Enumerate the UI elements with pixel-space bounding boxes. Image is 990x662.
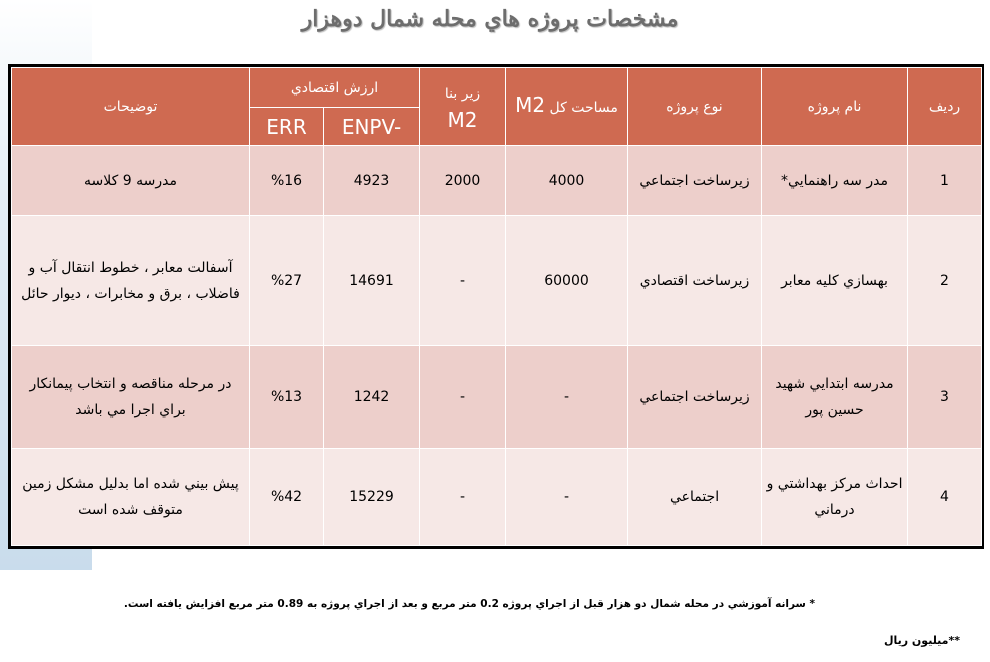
- cell-project-name: احداث مرکز بهداشتي و درماني: [761, 447, 909, 547]
- projects-table: توضيحات ارزش اقتصادي زير بنا M2 M2 مساحت…: [11, 67, 983, 547]
- table-row: در مرحله مناقصه و انتخاب پيمانکار براي ا…: [11, 345, 983, 449]
- cell-err: %42: [249, 447, 324, 547]
- cell-total-area: 60000: [505, 215, 629, 347]
- page-title: مشخصات پروژه هاي محله شمال دوهزار: [301, 6, 679, 32]
- cell-project-type: اجتماعي: [627, 447, 763, 547]
- cell-row-number: 3: [907, 345, 983, 449]
- header-enpv: ENPV-: [322, 107, 421, 146]
- footnote-education-per-capita: * سرانه آموزشي در محله شمال دو هزار قبل …: [123, 598, 815, 610]
- cell-built-area: -: [419, 215, 507, 347]
- cell-description: پيش بيني شده اما بدليل مشکل زمين متوقف ش…: [11, 447, 250, 547]
- cell-description: آسفالت معابر ، خطوط انتقال آب و فاضلاب ،…: [11, 215, 250, 347]
- header-row-number: رديف: [907, 67, 983, 146]
- header-err: ERR: [249, 107, 324, 146]
- cell-enpv: 15229: [322, 447, 421, 547]
- header-total-area-label: مساحت کل: [549, 100, 618, 116]
- cell-description: در مرحله مناقصه و انتخاب پيمانکار براي ا…: [11, 345, 250, 449]
- cell-row-number: 1: [907, 144, 983, 217]
- cell-err: %16: [249, 144, 324, 217]
- cell-built-area: -: [419, 345, 507, 449]
- table-row: مدرسه 9 کلاسه %16 4923 2000 4000 زيرساخت…: [11, 144, 983, 217]
- cell-total-area: -: [505, 447, 629, 547]
- cell-err: %13: [249, 345, 324, 449]
- header-total-area-unit: M2: [515, 93, 546, 117]
- cell-project-type: زيرساخت اجتماعي: [627, 345, 763, 449]
- header-built-area: زير بنا M2: [419, 67, 507, 146]
- projects-table-frame: توضيحات ارزش اقتصادي زير بنا M2 M2 مساحت…: [8, 64, 984, 549]
- cell-project-type: زيرساخت اقتصادي: [627, 215, 763, 347]
- cell-enpv: 14691: [322, 215, 421, 347]
- table-row: پيش بيني شده اما بدليل مشکل زمين متوقف ش…: [11, 447, 983, 547]
- cell-total-area: -: [505, 345, 629, 449]
- cell-project-name: مدر سه راهنمايي*: [761, 144, 909, 217]
- header-project-type: نوع پروژه: [627, 67, 763, 146]
- table-row: آسفالت معابر ، خطوط انتقال آب و فاضلاب ،…: [11, 215, 983, 347]
- cell-project-name: بهسازي کليه معابر: [761, 215, 909, 347]
- header-economic-value: ارزش اقتصادي: [248, 67, 421, 108]
- footnote-million-rial: **ميليون ريال: [883, 634, 960, 647]
- cell-enpv: 4923: [322, 144, 421, 217]
- cell-row-number: 4: [907, 447, 983, 547]
- cell-built-area: 2000: [419, 144, 507, 217]
- cell-total-area: 4000: [505, 144, 629, 217]
- cell-description: مدرسه 9 کلاسه: [11, 144, 250, 217]
- header-built-area-unit: M2: [447, 107, 478, 132]
- cell-row-number: 2: [907, 215, 983, 347]
- header-description: توضيحات: [11, 67, 250, 146]
- cell-project-name: مدرسه ابتدايي شهيد حسين پور: [761, 345, 909, 449]
- header-project-name: نام پروژه: [761, 67, 909, 146]
- cell-err: %27: [249, 215, 324, 347]
- header-total-area: M2 مساحت کل: [505, 67, 629, 146]
- cell-built-area: -: [419, 447, 507, 547]
- header-built-area-label: زير بنا: [444, 85, 481, 102]
- cell-project-type: زيرساخت اجتماعي: [627, 144, 763, 217]
- cell-enpv: 1242: [322, 345, 421, 449]
